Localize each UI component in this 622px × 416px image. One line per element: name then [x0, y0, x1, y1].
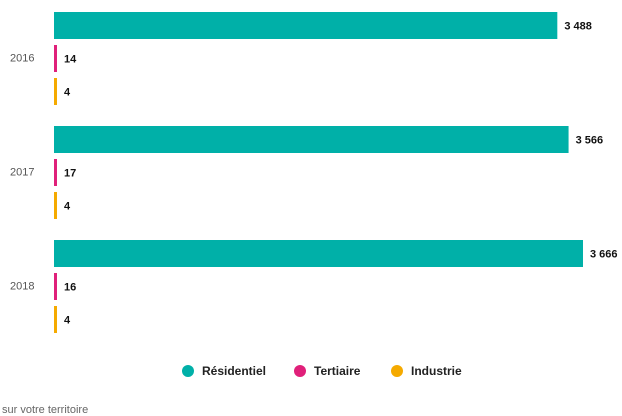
value-label: 17: [64, 167, 76, 179]
bar: [54, 126, 569, 153]
legend-label: Résidentiel: [202, 364, 266, 378]
legend-swatch: [391, 365, 403, 377]
value-label: 16: [64, 281, 76, 293]
bar: [54, 192, 57, 219]
bar: [54, 306, 57, 333]
value-label: 4: [64, 200, 71, 212]
value-label: 14: [64, 53, 77, 65]
legend-swatch: [294, 365, 306, 377]
value-label: 3 666: [590, 248, 618, 260]
y-tick-label: 2018: [10, 280, 34, 292]
y-tick-label: 2016: [10, 52, 34, 64]
bar: [54, 45, 57, 72]
footnote: sur votre territoire: [2, 404, 88, 416]
value-label: 3 488: [564, 20, 592, 32]
legend-swatch: [182, 365, 194, 377]
bar: [54, 12, 558, 39]
bar: [54, 240, 583, 267]
bar: [54, 78, 57, 105]
value-label: 3 566: [576, 134, 604, 146]
legend-label: Industrie: [411, 364, 462, 378]
bar: [54, 159, 57, 186]
y-tick-label: 2017: [10, 166, 34, 178]
value-label: 4: [64, 314, 71, 326]
value-label: 4: [64, 86, 71, 98]
legend-label: Tertiaire: [314, 364, 361, 378]
bar: [54, 273, 57, 300]
